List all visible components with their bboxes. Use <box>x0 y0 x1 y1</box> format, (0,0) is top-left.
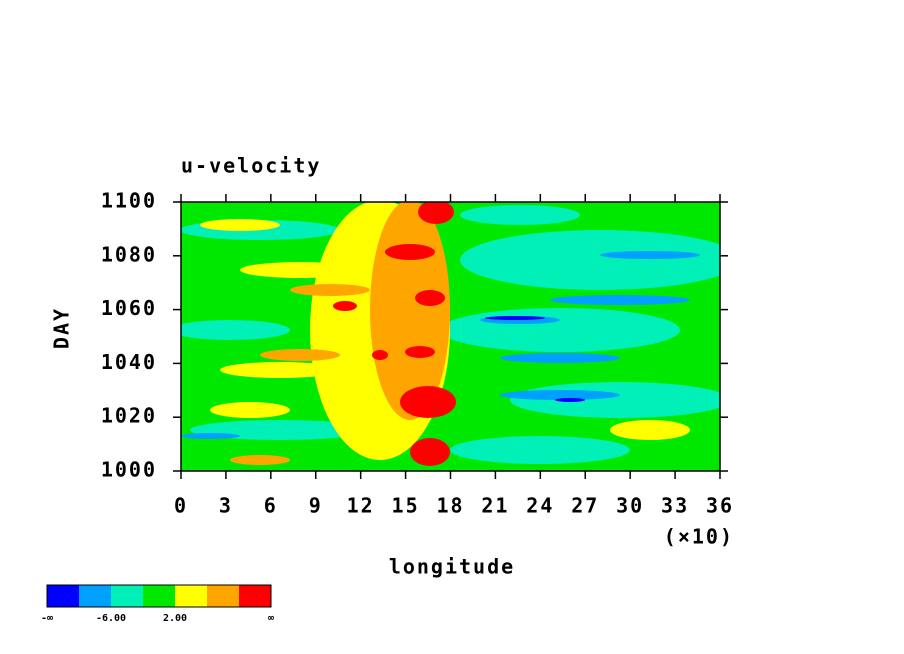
colorbar-box <box>175 585 207 607</box>
chart-title: u-velocity <box>181 154 321 178</box>
y-tick-label: 1020 <box>101 404 157 428</box>
x-tick-label: 27 <box>571 494 599 518</box>
x-tick-label: 12 <box>347 494 375 518</box>
x-multiplier: (×10) <box>664 525 734 549</box>
x-tick-label: 15 <box>392 494 420 518</box>
colorbar-label: -∞ <box>41 613 53 624</box>
colorbar-label: 2.00 <box>163 613 187 624</box>
colorbar-box <box>143 585 175 607</box>
colorbar-label: -6.00 <box>96 613 126 624</box>
y-tick-label: 1080 <box>101 242 157 266</box>
contour-field <box>181 202 720 471</box>
colorbar-box <box>47 585 79 607</box>
colorbar-box <box>79 585 111 607</box>
x-tick-label: 3 <box>219 494 233 518</box>
colorbar-box <box>111 585 143 607</box>
x-tick-label: 21 <box>481 494 509 518</box>
y-tick-label: 1060 <box>101 296 157 320</box>
colorbar-label: ∞ <box>268 613 274 624</box>
x-tick-label: 24 <box>526 494 554 518</box>
x-tick-label: 6 <box>264 494 278 518</box>
x-tick-label: 0 <box>174 494 188 518</box>
x-tick-label: 30 <box>616 494 644 518</box>
x-tick-label: 9 <box>309 494 323 518</box>
y-tick-label: 1040 <box>101 350 157 374</box>
y-axis-label: DAY <box>50 307 74 349</box>
y-tick-label: 1000 <box>101 458 157 482</box>
y-tick-label: 1100 <box>101 189 157 213</box>
x-tick-label: 18 <box>436 494 464 518</box>
x-tick-label: 33 <box>661 494 689 518</box>
colorbar-box <box>207 585 239 607</box>
colorbar-box <box>239 585 271 607</box>
colorbar-frame <box>46 584 272 608</box>
x-tick-label: 36 <box>706 494 734 518</box>
x-axis-label: longitude <box>389 555 515 579</box>
